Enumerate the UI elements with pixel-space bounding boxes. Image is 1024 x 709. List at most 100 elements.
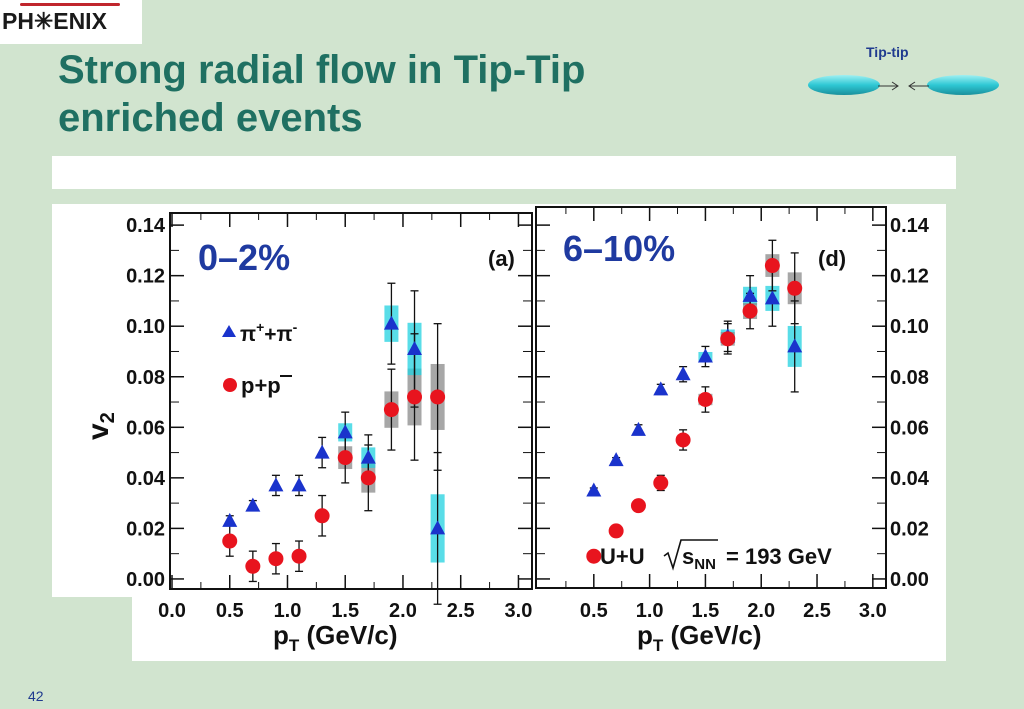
- panel-d: 0.00 0.02 0.04 0.06 0.08 0.10 0.12 0.14 0.5 1.0 1.…: [535, 206, 930, 655]
- x-tick-label: 3.0: [505, 600, 533, 622]
- y-tick-label: 0.14: [890, 215, 930, 237]
- proton-point: [653, 475, 669, 491]
- pion-point: [586, 482, 602, 497]
- legend-proton-label: p+p: [241, 373, 281, 398]
- panel-a-centrality: 0–2%: [198, 237, 290, 278]
- pion-point: [787, 338, 803, 353]
- annotation-sqrt-s-base: s: [682, 544, 694, 569]
- pion-point: [407, 340, 423, 355]
- pion-point: [764, 290, 780, 305]
- proton-point: [787, 280, 803, 296]
- slide-title: Strong radial flow in Tip-Tip enriched e…: [58, 46, 758, 142]
- proton-point: [764, 258, 780, 274]
- collision-diagram: [808, 75, 999, 95]
- panel-a-x-title-base: p: [273, 620, 289, 650]
- y-tick-label: 0.02: [890, 518, 929, 540]
- proton-point: [407, 389, 423, 405]
- pion-point: [245, 497, 261, 512]
- proton-point: [630, 498, 646, 514]
- x-tick-label: 1.0: [274, 600, 302, 622]
- sqrt-sign-icon: [663, 539, 718, 571]
- panel-a-label: (a): [488, 246, 515, 271]
- y-tick-label: 0.04: [890, 468, 930, 490]
- legend-pion-marker-icon: [222, 325, 236, 337]
- logo-text: PH✳ENIX: [2, 8, 107, 34]
- annotation-sqrt-s: sNN: [682, 544, 716, 573]
- panel-d-frame: [535, 206, 887, 589]
- y-axis-title: v2: [82, 412, 119, 440]
- pion-point: [222, 512, 238, 527]
- x-tick-label: 2.5: [447, 600, 475, 622]
- panel-a-x-axis-title: pT (GeV/c): [273, 620, 398, 655]
- x-tick-label: 1.5: [692, 600, 720, 622]
- x-tick-label: 2.5: [803, 600, 831, 622]
- proton-point: [360, 470, 376, 486]
- pion-point: [630, 421, 646, 436]
- y-tick-label: 0.12: [890, 266, 929, 288]
- panel-a-x-title-unit: (GeV/c): [299, 620, 397, 650]
- proton-point: [720, 331, 736, 347]
- x-tick-label: 2.0: [389, 600, 417, 622]
- y-axis-title-base: v: [82, 423, 115, 440]
- header-band: [52, 156, 956, 189]
- x-tick-label: 0.5: [580, 600, 608, 622]
- y-tick-label: 0.00: [890, 569, 929, 591]
- page-number: 42: [28, 688, 44, 704]
- proton-point: [675, 432, 691, 448]
- legend-pion-label: π++π-: [240, 319, 298, 346]
- phenix-logo: PH✳ENIX: [0, 0, 142, 44]
- proton-point: [697, 392, 713, 407]
- annotation-energy: = 193 GeV: [726, 544, 832, 569]
- pion-point: [291, 477, 307, 492]
- proton-point: [430, 389, 446, 405]
- x-tick-label: 3.0: [859, 600, 887, 622]
- pion-point: [653, 381, 669, 396]
- pion-point: [383, 315, 399, 330]
- y-tick-label: 0.10: [126, 316, 165, 338]
- y-tick-label: 0.06: [890, 417, 929, 439]
- panel-d-x-title-base: p: [637, 620, 653, 650]
- figure-bg-upper: [52, 204, 946, 597]
- arrow-left-head-icon: [908, 81, 916, 91]
- x-tick-label: 0.5: [216, 600, 244, 622]
- x-tick-label: 2.0: [747, 600, 775, 622]
- y-tick-label: 0.12: [126, 266, 165, 288]
- panel-a-markers: [222, 315, 446, 574]
- proton-point: [291, 548, 307, 564]
- x-tick-label: 0.0: [158, 600, 186, 622]
- collision-diagram-label: Tip-tip: [866, 44, 909, 60]
- legend-pion-base: π: [240, 323, 256, 346]
- left-nucleus-icon: [808, 75, 880, 95]
- panel-d-x-title-sub: T: [653, 636, 664, 655]
- pion-point: [742, 287, 758, 302]
- legend-pion-sup1: +: [256, 319, 264, 335]
- panel-a-x-title-sub: T: [289, 636, 300, 655]
- proton-point: [337, 450, 353, 466]
- proton-point: [608, 523, 624, 539]
- panel-d-x-title-unit: (GeV/c): [663, 620, 761, 650]
- title-line-1: Strong radial flow in Tip-Tip: [58, 48, 586, 92]
- pion-point: [608, 452, 624, 467]
- y-tick-label: 0.02: [126, 518, 165, 540]
- pion-point: [337, 424, 353, 439]
- panel-a: 0.00 0.02 0.04 0.06 0.08 0.10 0.12 0.14 0.0 0.5 1.…: [82, 212, 533, 655]
- y-tick-label: 0.08: [126, 367, 165, 389]
- panel-d-x-axis-title: pT (GeV/c): [637, 620, 762, 655]
- proton-point: [268, 551, 284, 567]
- panel-d-centrality: 6–10%: [563, 228, 675, 269]
- y-tick-label: 0.00: [126, 569, 165, 591]
- proton-point: [586, 548, 602, 564]
- y-tick-label: 0.10: [890, 316, 929, 338]
- y-tick-label: 0.04: [126, 468, 166, 490]
- pion-point: [314, 444, 330, 459]
- x-tick-label: 1.5: [331, 600, 359, 622]
- panel-a-frame: [169, 212, 533, 590]
- pion-point: [430, 520, 446, 535]
- proton-point: [222, 533, 238, 549]
- proton-point: [314, 508, 330, 524]
- panel-d-markers: [586, 258, 803, 564]
- y-tick-label: 0.08: [890, 367, 929, 389]
- y-tick-label: 0.06: [126, 417, 165, 439]
- arrow-right-head-icon: [891, 81, 899, 91]
